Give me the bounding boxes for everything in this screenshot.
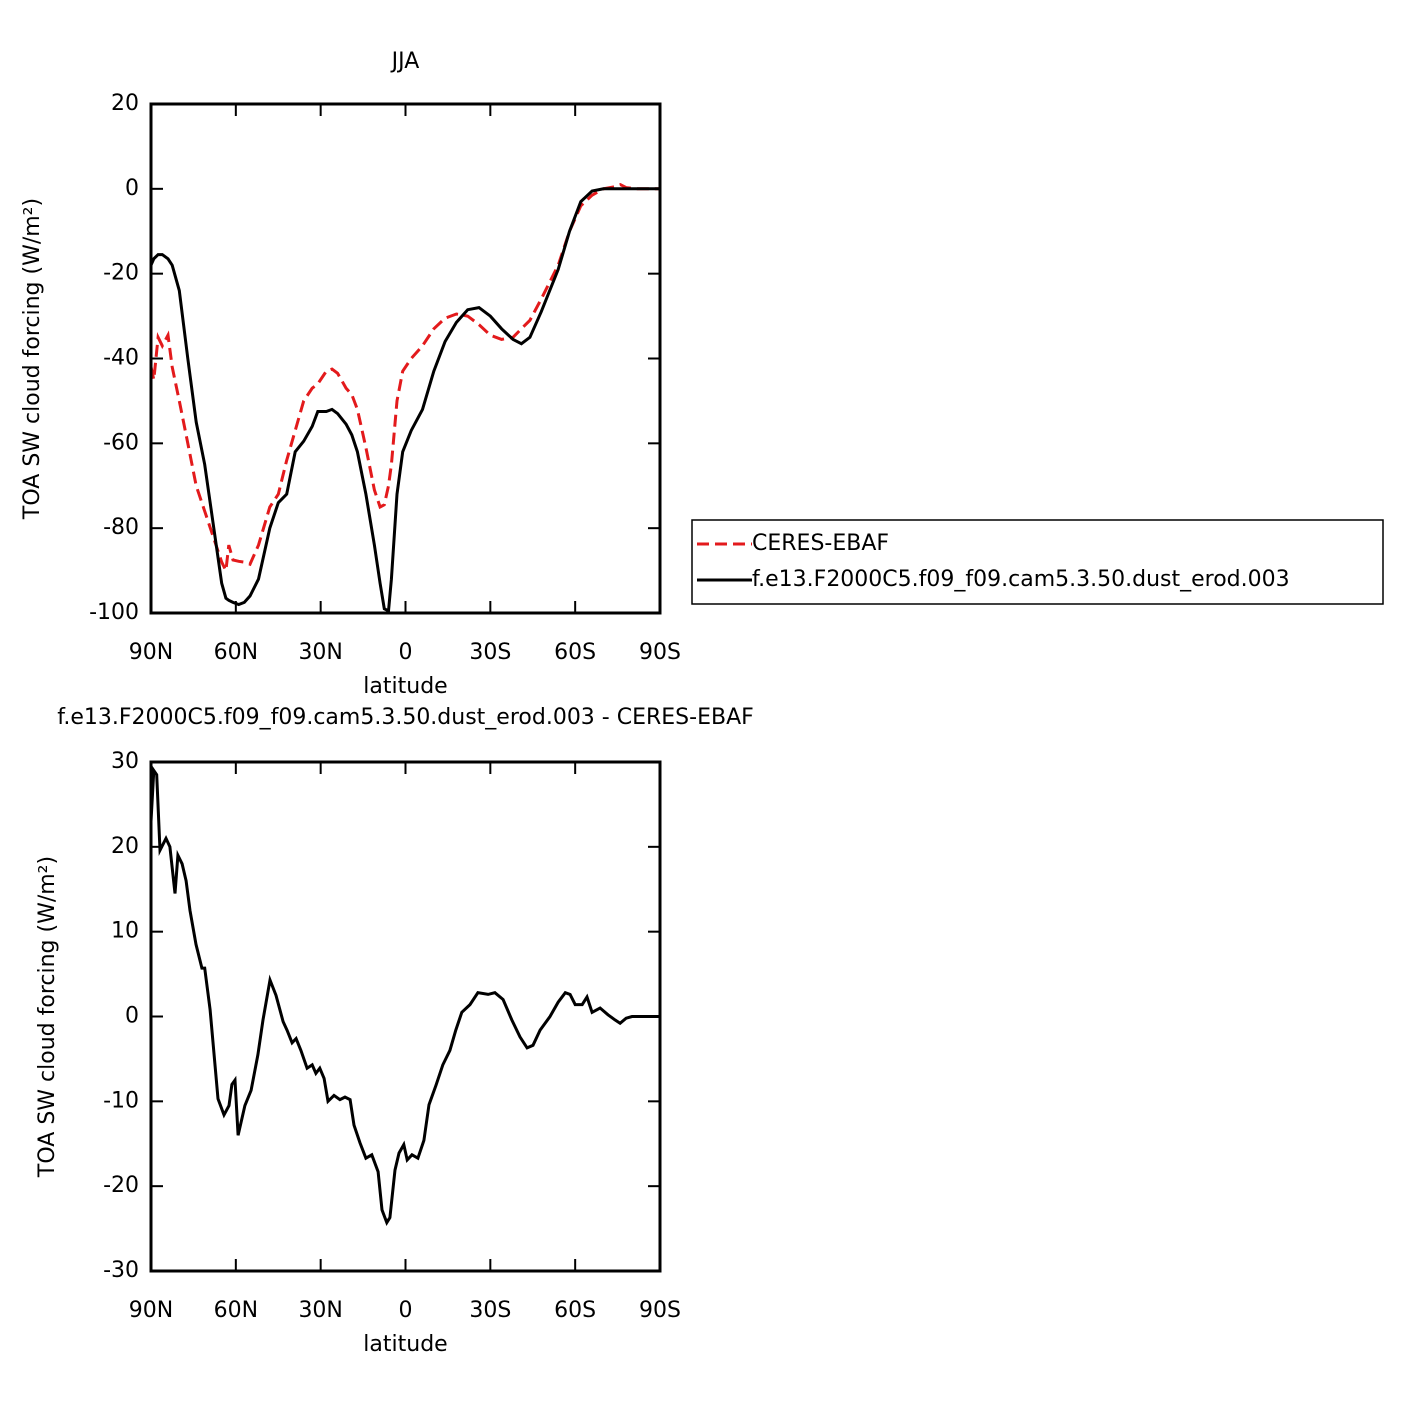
plot-frame [149,102,662,615]
y-tick-label: -20 [103,1173,139,1198]
x-tick-label: 90S [639,640,681,665]
x-tick-label: 30N [298,1298,342,1323]
legend-label: CERES-EBAF [752,531,889,556]
y-tick-label: -20 [103,261,139,286]
y-tick-label: 0 [125,1004,139,1029]
y-tick-label: -30 [103,1258,139,1283]
legend-label: f.e13.F2000C5.f09_f09.cam5.3.50.dust_ero… [752,567,1290,592]
y-tick-label: 20 [111,91,139,116]
y-tick-label: 30 [111,749,139,774]
x-tick-label: 0 [399,1298,413,1323]
y-tick-label: 20 [111,834,139,859]
x-tick-label: 0 [399,640,413,665]
chart-title: JJA [390,49,420,74]
x-tick-label: 60N [214,640,258,665]
y-axis-label: TOA SW cloud forcing (W/m²) [20,198,45,520]
x-tick-label: 60N [214,1298,258,1323]
data-line [149,182,660,576]
x-tick-label: 30N [298,640,342,665]
x-tick-label: 30S [469,1298,511,1323]
y-tick-label: -100 [89,600,139,625]
x-tick-label: 30S [469,640,511,665]
x-tick-label: 90S [639,1298,681,1323]
x-tick-label: 90N [129,640,173,665]
chart-title: f.e13.F2000C5.f09_f09.cam5.3.50.dust_ero… [57,705,754,730]
data-line [149,187,660,614]
x-tick-label: 90N [129,1298,173,1323]
y-tick-label: -10 [103,1088,139,1113]
legend-box [691,519,1384,605]
x-axis-label: latitude [363,674,447,699]
x-tick-label: 60S [554,1298,596,1323]
data-line [149,766,660,1226]
y-tick-label: -40 [103,346,139,371]
x-tick-label: 60S [554,640,596,665]
y-tick-label: 0 [125,176,139,201]
plot-frame [149,760,662,1273]
y-axis-label: TOA SW cloud forcing (W/m²) [35,856,60,1178]
y-tick-label: 10 [111,919,139,944]
y-tick-label: -60 [103,430,139,455]
x-axis-label: latitude [363,1332,447,1357]
y-tick-label: -80 [103,515,139,540]
